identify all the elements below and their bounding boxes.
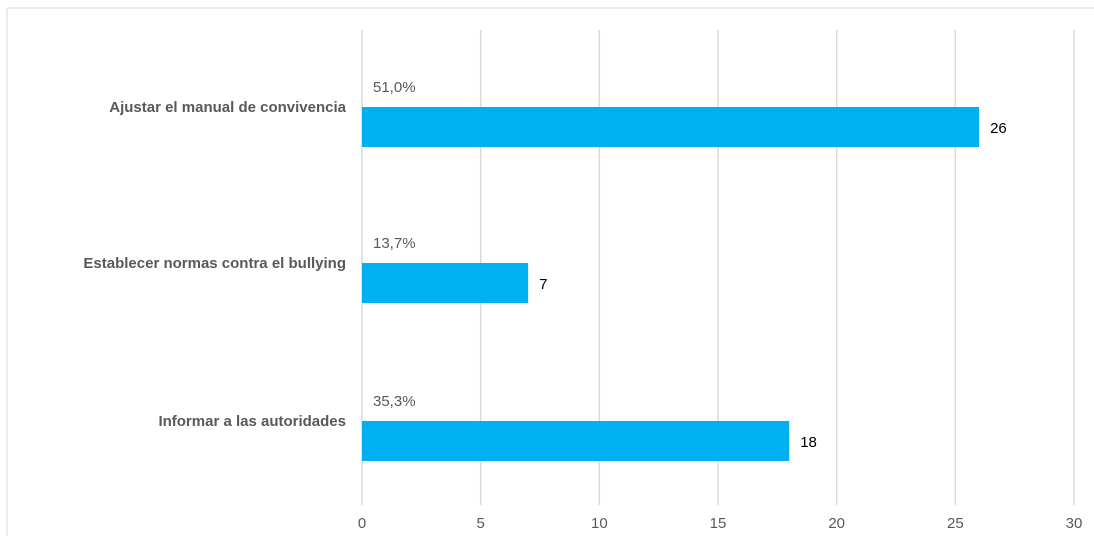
x-tick-label: 30: [1066, 515, 1083, 532]
bar: [362, 421, 790, 461]
x-tick-label: 10: [591, 515, 608, 532]
x-tick-label: 15: [710, 515, 727, 532]
percent-label: 51,0%: [373, 79, 416, 96]
x-tick-label: 0: [358, 515, 366, 532]
category-label: Informar a las autoridades: [158, 413, 346, 430]
x-tick-label: 20: [828, 515, 845, 532]
category-label: Ajustar el manual de convivencia: [109, 99, 346, 116]
percent-label: 13,7%: [373, 235, 416, 252]
x-tick-label: 5: [476, 515, 484, 532]
category-label: Establecer normas contra el bullying: [83, 255, 346, 272]
x-tick-label: 25: [947, 515, 964, 532]
bar: [362, 263, 529, 303]
data-label: 26: [990, 120, 1007, 137]
percent-label: 35,3%: [373, 393, 416, 410]
bar: [362, 107, 980, 147]
data-label: 18: [800, 434, 817, 451]
data-label: 7: [539, 276, 547, 293]
